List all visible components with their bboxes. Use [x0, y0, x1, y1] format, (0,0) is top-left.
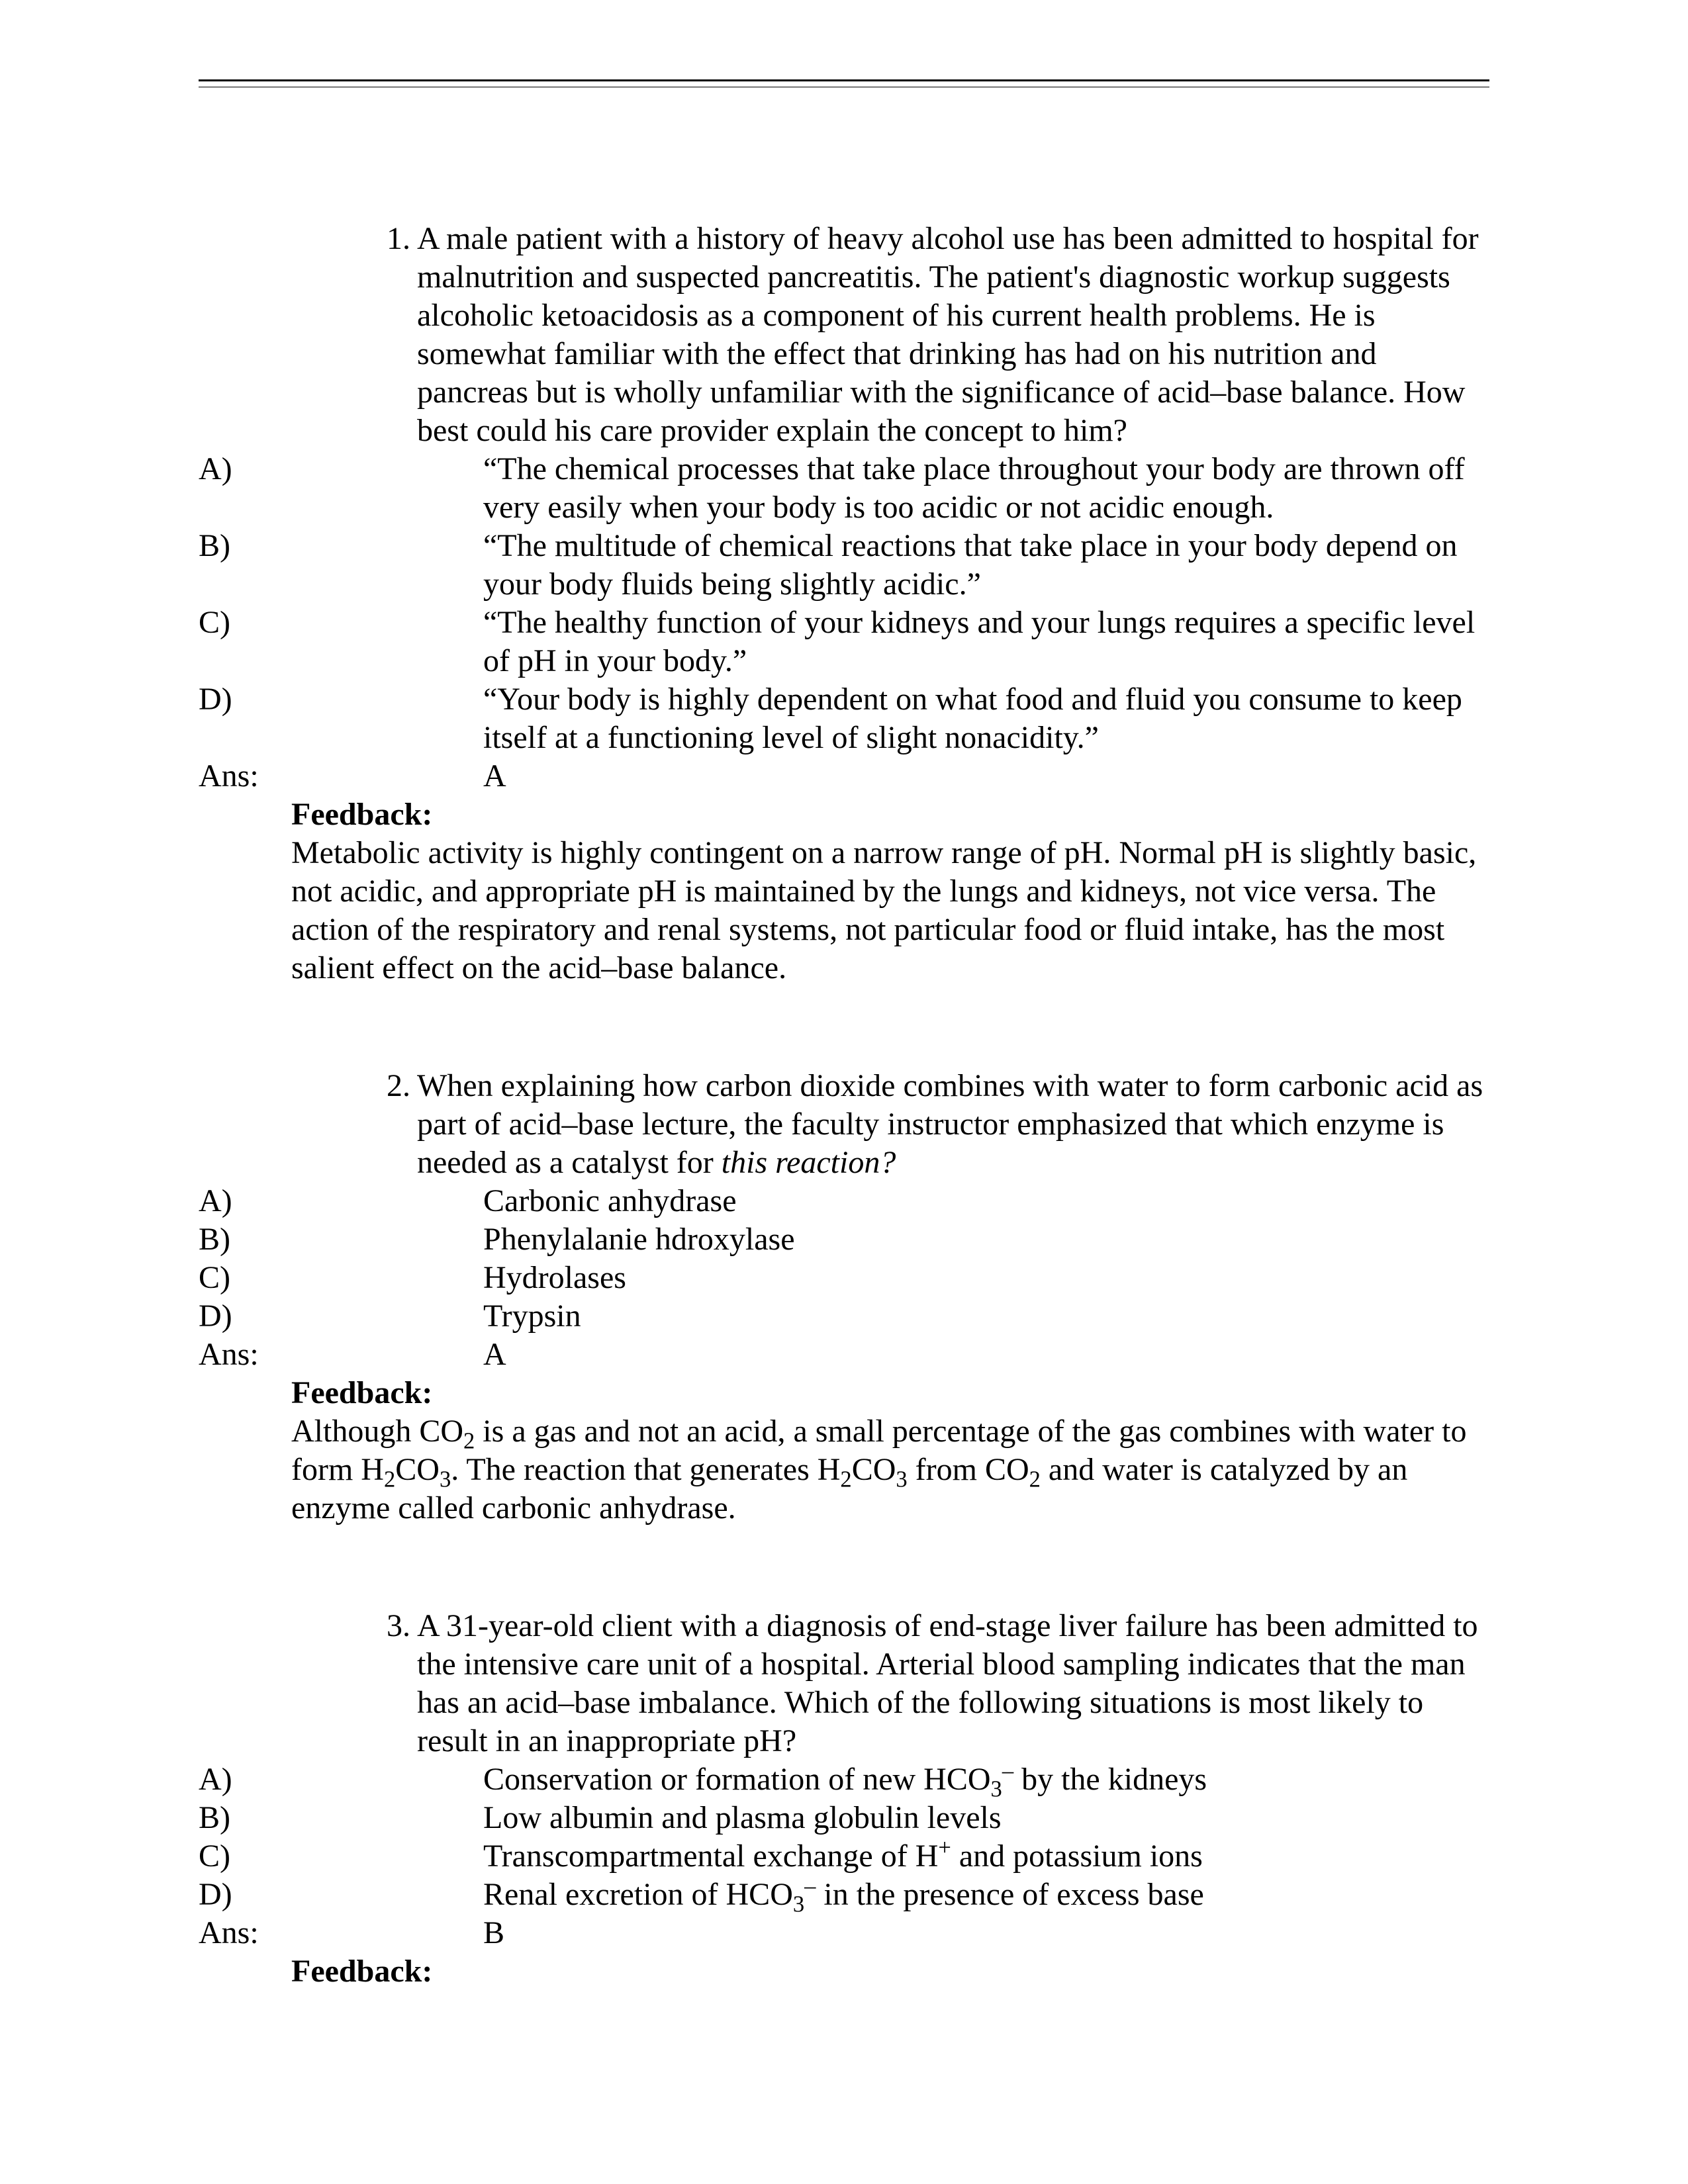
- choice-text: “The chemical processes that take place …: [483, 450, 1489, 527]
- choice-text: Low albumin and plasma globulin levels: [483, 1799, 1489, 1837]
- choice-row: A) Carbonic anhydrase: [199, 1182, 1489, 1220]
- choice-text: Trypsin: [483, 1297, 1489, 1336]
- choice-label: B): [199, 527, 351, 565]
- answer-label: Ans:: [199, 1914, 351, 1952]
- choice-label: B): [199, 1799, 351, 1837]
- feedback-label-row: Feedback:: [199, 1374, 1489, 1412]
- answer-value: A: [483, 757, 1489, 796]
- question-stem: When explaining how carbon dioxide combi…: [417, 1067, 1489, 1182]
- choice-label: D): [199, 1876, 351, 1914]
- choice-row: C) “The healthy function of your kidneys …: [199, 604, 1489, 680]
- choice-text: Conservation or formation of new HCO3– b…: [483, 1760, 1489, 1799]
- answer-row: Ans: B: [199, 1914, 1489, 1952]
- choice-row: A) “The chemical processes that take plac…: [199, 450, 1489, 527]
- question-stem-row: 2.When explaining how carbon dioxide com…: [199, 1067, 1489, 1182]
- choice-text: “The healthy function of your kidneys an…: [483, 604, 1489, 680]
- choice-text: Phenylalanie hdroxylase: [483, 1220, 1489, 1259]
- choice-text: Carbonic anhydrase: [483, 1182, 1489, 1220]
- choice-row: A) Conservation or formation of new HCO3–…: [199, 1760, 1489, 1799]
- choice-label: A): [199, 1760, 351, 1799]
- choice-text: Renal excretion of HCO3– in the presence…: [483, 1876, 1489, 1914]
- choice-row: D) Renal excretion of HCO3– in the presen…: [199, 1876, 1489, 1914]
- choice-text: Hydrolases: [483, 1259, 1489, 1297]
- answer-row: Ans: A: [199, 1336, 1489, 1374]
- question-stem-italic: this reaction?: [722, 1145, 896, 1180]
- page: 1.A male patient with a history of heavy…: [0, 0, 1688, 2184]
- choice-label: B): [199, 1220, 351, 1259]
- choice-row: D) “Your body is highly dependent on what…: [199, 680, 1489, 757]
- answer-row: Ans: A: [199, 757, 1489, 796]
- choice-row: B) Low albumin and plasma globulin levels: [199, 1799, 1489, 1837]
- feedback-label: Feedback:: [291, 796, 1489, 834]
- feedback-label-row: Feedback:: [199, 796, 1489, 834]
- choice-row: B) Phenylalanie hdroxylase: [199, 1220, 1489, 1259]
- choice-text: “The multitude of chemical reactions tha…: [483, 527, 1489, 604]
- feedback-text: Although CO2 is a gas and not an acid, a…: [291, 1412, 1489, 1527]
- question-stem: A male patient with a history of heavy a…: [417, 220, 1489, 450]
- choice-text: “Your body is highly dependent on what f…: [483, 680, 1489, 757]
- feedback-label: Feedback:: [291, 1952, 1489, 1991]
- choice-label: D): [199, 680, 351, 719]
- answer-value: B: [483, 1914, 1489, 1952]
- feedback-label-row: Feedback:: [199, 1952, 1489, 1991]
- feedback-row: Metabolic activity is highly contingent …: [199, 834, 1489, 987]
- choice-label: A): [199, 450, 351, 488]
- answer-value: A: [483, 1336, 1489, 1374]
- choice-label: A): [199, 1182, 351, 1220]
- question-stem-row: 1.A male patient with a history of heavy…: [199, 220, 1489, 450]
- feedback-text: Metabolic activity is highly contingent …: [291, 834, 1489, 987]
- question-stem-row: 3.A 31-year-old client with a diagnosis …: [199, 1607, 1489, 1760]
- question-number: 3.: [351, 1607, 417, 1645]
- choice-label: C): [199, 1837, 351, 1876]
- answer-label: Ans:: [199, 757, 351, 796]
- question-block: 3.A 31-year-old client with a diagnosis …: [199, 1607, 1489, 1991]
- question-number: 2.: [351, 1067, 417, 1105]
- header-rule: [199, 79, 1489, 87]
- choice-row: B) “The multitude of chemical reactions t…: [199, 527, 1489, 604]
- choice-row: C) Transcompartmental exchange of H+ and …: [199, 1837, 1489, 1876]
- choice-label: C): [199, 1259, 351, 1297]
- choice-row: C) Hydrolases: [199, 1259, 1489, 1297]
- choice-text: Transcompartmental exchange of H+ and po…: [483, 1837, 1489, 1876]
- question-block: 2.When explaining how carbon dioxide com…: [199, 1067, 1489, 1527]
- choice-label: D): [199, 1297, 351, 1336]
- question-list: 1.A male patient with a history of heavy…: [199, 220, 1489, 1991]
- question-number: 1.: [351, 220, 417, 258]
- question-block: 1.A male patient with a history of heavy…: [199, 220, 1489, 987]
- feedback-label: Feedback:: [291, 1374, 1489, 1412]
- choice-label: C): [199, 604, 351, 642]
- feedback-row: Although CO2 is a gas and not an acid, a…: [199, 1412, 1489, 1527]
- answer-label: Ans:: [199, 1336, 351, 1374]
- question-stem: A 31-year-old client with a diagnosis of…: [417, 1607, 1489, 1760]
- choice-row: D) Trypsin: [199, 1297, 1489, 1336]
